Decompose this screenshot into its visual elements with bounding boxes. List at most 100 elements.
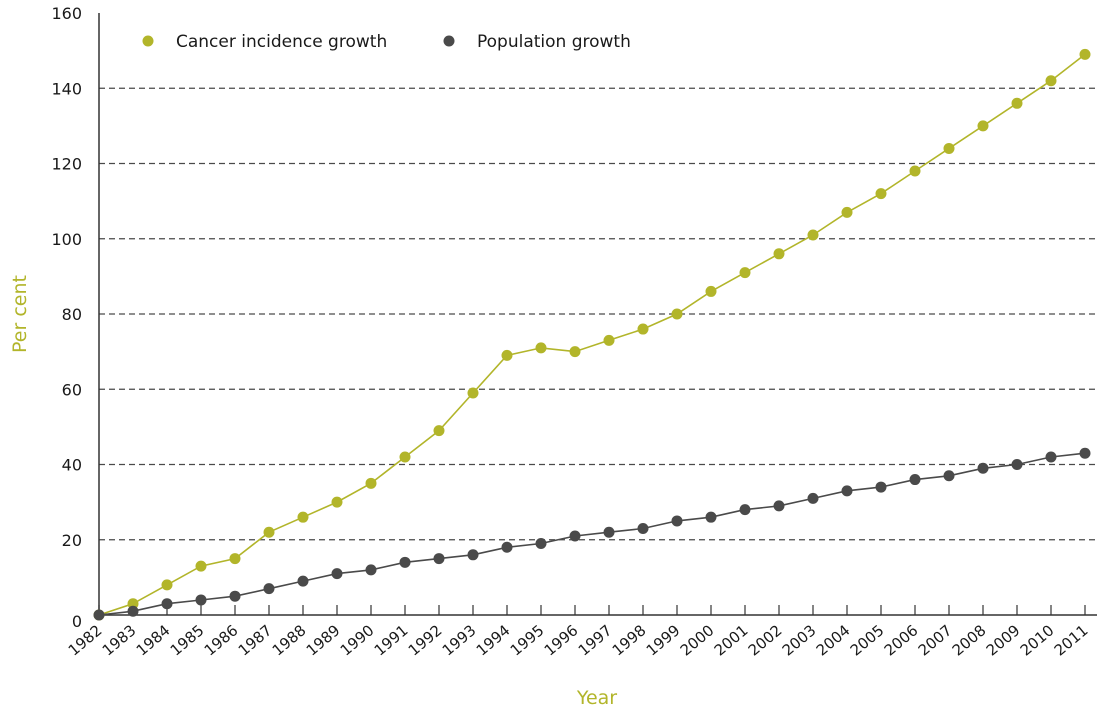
- data-point: [977, 120, 989, 132]
- data-point: [739, 504, 751, 516]
- data-point: [501, 541, 513, 553]
- legend-marker: [443, 35, 455, 47]
- data-point: [399, 556, 411, 568]
- y-tick-label: 80: [62, 305, 82, 324]
- y-tick-label: 20: [62, 531, 82, 550]
- x-tick-label: 1988: [269, 621, 310, 659]
- data-point: [297, 575, 309, 587]
- legend-label: Population growth: [477, 32, 631, 52]
- data-point: [467, 549, 479, 561]
- data-point: [263, 583, 275, 595]
- x-tick-label: 1989: [303, 621, 344, 659]
- data-point: [637, 323, 649, 335]
- data-point: [263, 526, 275, 538]
- data-point: [195, 594, 207, 606]
- y-tick-label: 160: [51, 4, 82, 23]
- x-tick-label: 1986: [201, 621, 242, 659]
- data-point: [501, 349, 513, 361]
- data-point: [705, 285, 717, 297]
- data-point: [875, 481, 887, 493]
- x-tick-label: 1995: [507, 621, 548, 659]
- gridlines: [99, 87, 1095, 541]
- x-tick-label: 1990: [337, 621, 378, 659]
- data-point: [909, 165, 921, 177]
- x-tick-label: 1994: [473, 621, 514, 659]
- data-point: [297, 511, 309, 523]
- data-point: [1011, 97, 1023, 109]
- data-point: [807, 229, 819, 241]
- data-point: [127, 598, 139, 610]
- data-point: [841, 485, 853, 497]
- x-tick-label: 1987: [235, 621, 276, 659]
- series-line: [98, 53, 1086, 616]
- data-point: [1045, 451, 1057, 463]
- x-tick-label: 1984: [133, 621, 174, 659]
- data-point: [875, 188, 887, 200]
- x-tick-label: 2002: [745, 621, 786, 659]
- x-axis-title: Year: [576, 687, 617, 709]
- y-tick-label: 140: [51, 79, 82, 98]
- x-tick-label: 1985: [167, 621, 208, 659]
- y-tick-label: 40: [62, 456, 82, 475]
- series-line: [98, 452, 1086, 616]
- x-tick-label: 1993: [439, 621, 480, 659]
- data-point: [603, 334, 615, 346]
- x-tick-label: 2009: [983, 621, 1024, 659]
- legend-marker: [142, 35, 154, 47]
- x-tick-label: 2006: [881, 621, 922, 659]
- data-point: [977, 462, 989, 474]
- x-tick-label: 1991: [371, 621, 412, 659]
- data-point: [127, 605, 139, 617]
- data-point: [161, 598, 173, 610]
- data-point: [399, 451, 411, 463]
- data-point: [433, 425, 445, 437]
- y-tick-label: 60: [62, 380, 82, 399]
- data-point: [229, 590, 241, 602]
- data-point: [637, 522, 649, 534]
- data-point: [1079, 48, 1091, 60]
- x-tick-label: 2010: [1017, 621, 1058, 659]
- data-point: [705, 511, 717, 523]
- data-point: [433, 553, 445, 565]
- data-point: [535, 342, 547, 354]
- data-point: [671, 308, 683, 320]
- legend: Cancer incidence growth Population growth: [142, 32, 631, 52]
- x-tick-label: 2003: [779, 621, 820, 659]
- series-2: [93, 447, 1091, 621]
- x-tick-label: 2001: [711, 621, 752, 659]
- x-tick-label: 2011: [1051, 621, 1092, 659]
- x-tick-label: 1983: [99, 621, 140, 659]
- data-point: [1011, 459, 1023, 470]
- x-tick-label: 1997: [575, 621, 616, 659]
- data-point: [569, 530, 581, 542]
- x-tick-label: 1996: [541, 621, 582, 659]
- legend-label: Cancer incidence growth: [176, 32, 387, 52]
- data-point: [773, 248, 785, 260]
- data-point: [1079, 447, 1091, 459]
- legend-item: Population growth: [443, 32, 631, 52]
- data-point: [331, 496, 343, 508]
- legend-item: Cancer incidence growth: [142, 32, 387, 52]
- data-point: [603, 526, 615, 538]
- series: [93, 48, 1091, 621]
- axes: 0204060801001201401601982198319841985198…: [51, 4, 1097, 660]
- y-tick-label: 100: [51, 230, 82, 249]
- data-point: [467, 387, 479, 399]
- x-tick-label: 1998: [609, 621, 650, 659]
- x-tick-label: 2000: [677, 621, 718, 659]
- data-point: [331, 568, 343, 580]
- data-point: [195, 560, 207, 572]
- x-tick-label: 2005: [847, 621, 888, 659]
- data-point: [535, 538, 547, 550]
- series-1: [93, 48, 1091, 621]
- data-point: [909, 474, 921, 486]
- x-tick-label: 2004: [813, 621, 854, 659]
- x-tick-label: 2008: [949, 621, 990, 659]
- data-point: [161, 579, 173, 591]
- data-point: [739, 267, 751, 279]
- data-point: [1045, 75, 1057, 87]
- data-point: [365, 477, 377, 489]
- y-tick-label: 0: [72, 612, 82, 631]
